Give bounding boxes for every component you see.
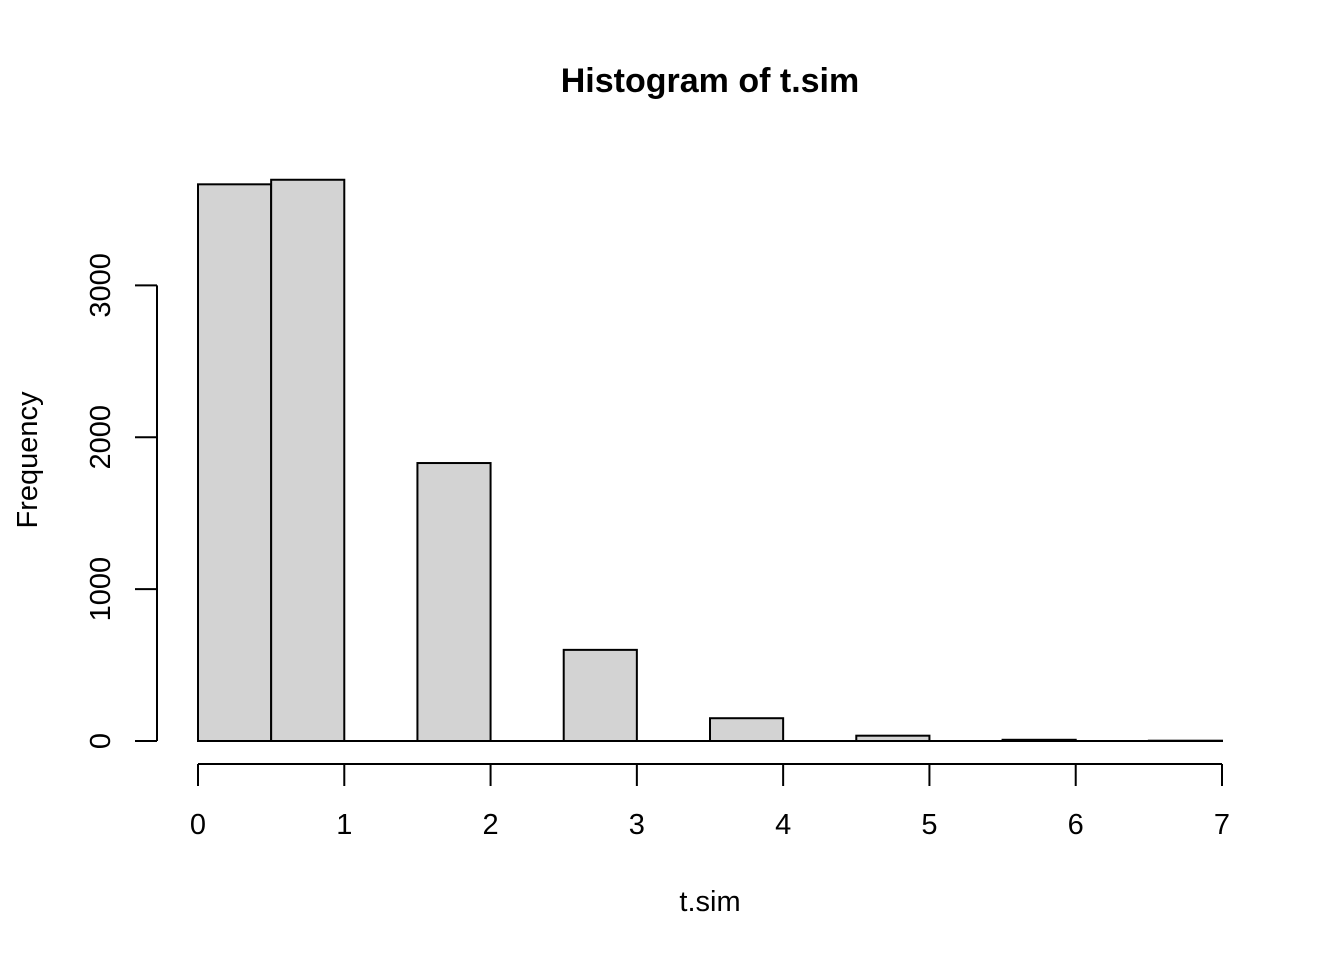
y-tick-label: 2000 — [85, 405, 117, 470]
histogram-bar — [1003, 740, 1076, 741]
y-tick-label: 3000 — [85, 253, 117, 318]
bars-group — [198, 180, 1222, 741]
x-tick-label: 7 — [1214, 809, 1230, 841]
y-axis-label: Frequency — [12, 391, 44, 529]
x-tick-label: 6 — [1068, 809, 1084, 841]
x-tick-label: 4 — [775, 809, 791, 841]
histogram-bar — [417, 463, 490, 741]
x-tick-label: 1 — [336, 809, 352, 841]
y-tick-label: 0 — [85, 733, 117, 749]
y-axis: 0 1000 2000 3000 — [85, 253, 157, 749]
histogram-bar — [564, 650, 637, 741]
y-tick-label: 1000 — [85, 557, 117, 622]
x-tick-label: 2 — [483, 809, 499, 841]
histogram-bar — [856, 736, 929, 741]
x-axis: 0 1 2 3 4 5 6 7 — [190, 764, 1230, 841]
x-axis-label: t.sim — [679, 886, 740, 918]
histogram-bar — [710, 718, 783, 741]
x-tick-label: 5 — [921, 809, 937, 841]
chart-title: Histogram of t.sim — [561, 62, 859, 100]
x-tick-label: 0 — [190, 809, 206, 841]
histogram-bar — [198, 184, 271, 741]
histogram-bar — [271, 180, 344, 741]
x-tick-label: 3 — [629, 809, 645, 841]
